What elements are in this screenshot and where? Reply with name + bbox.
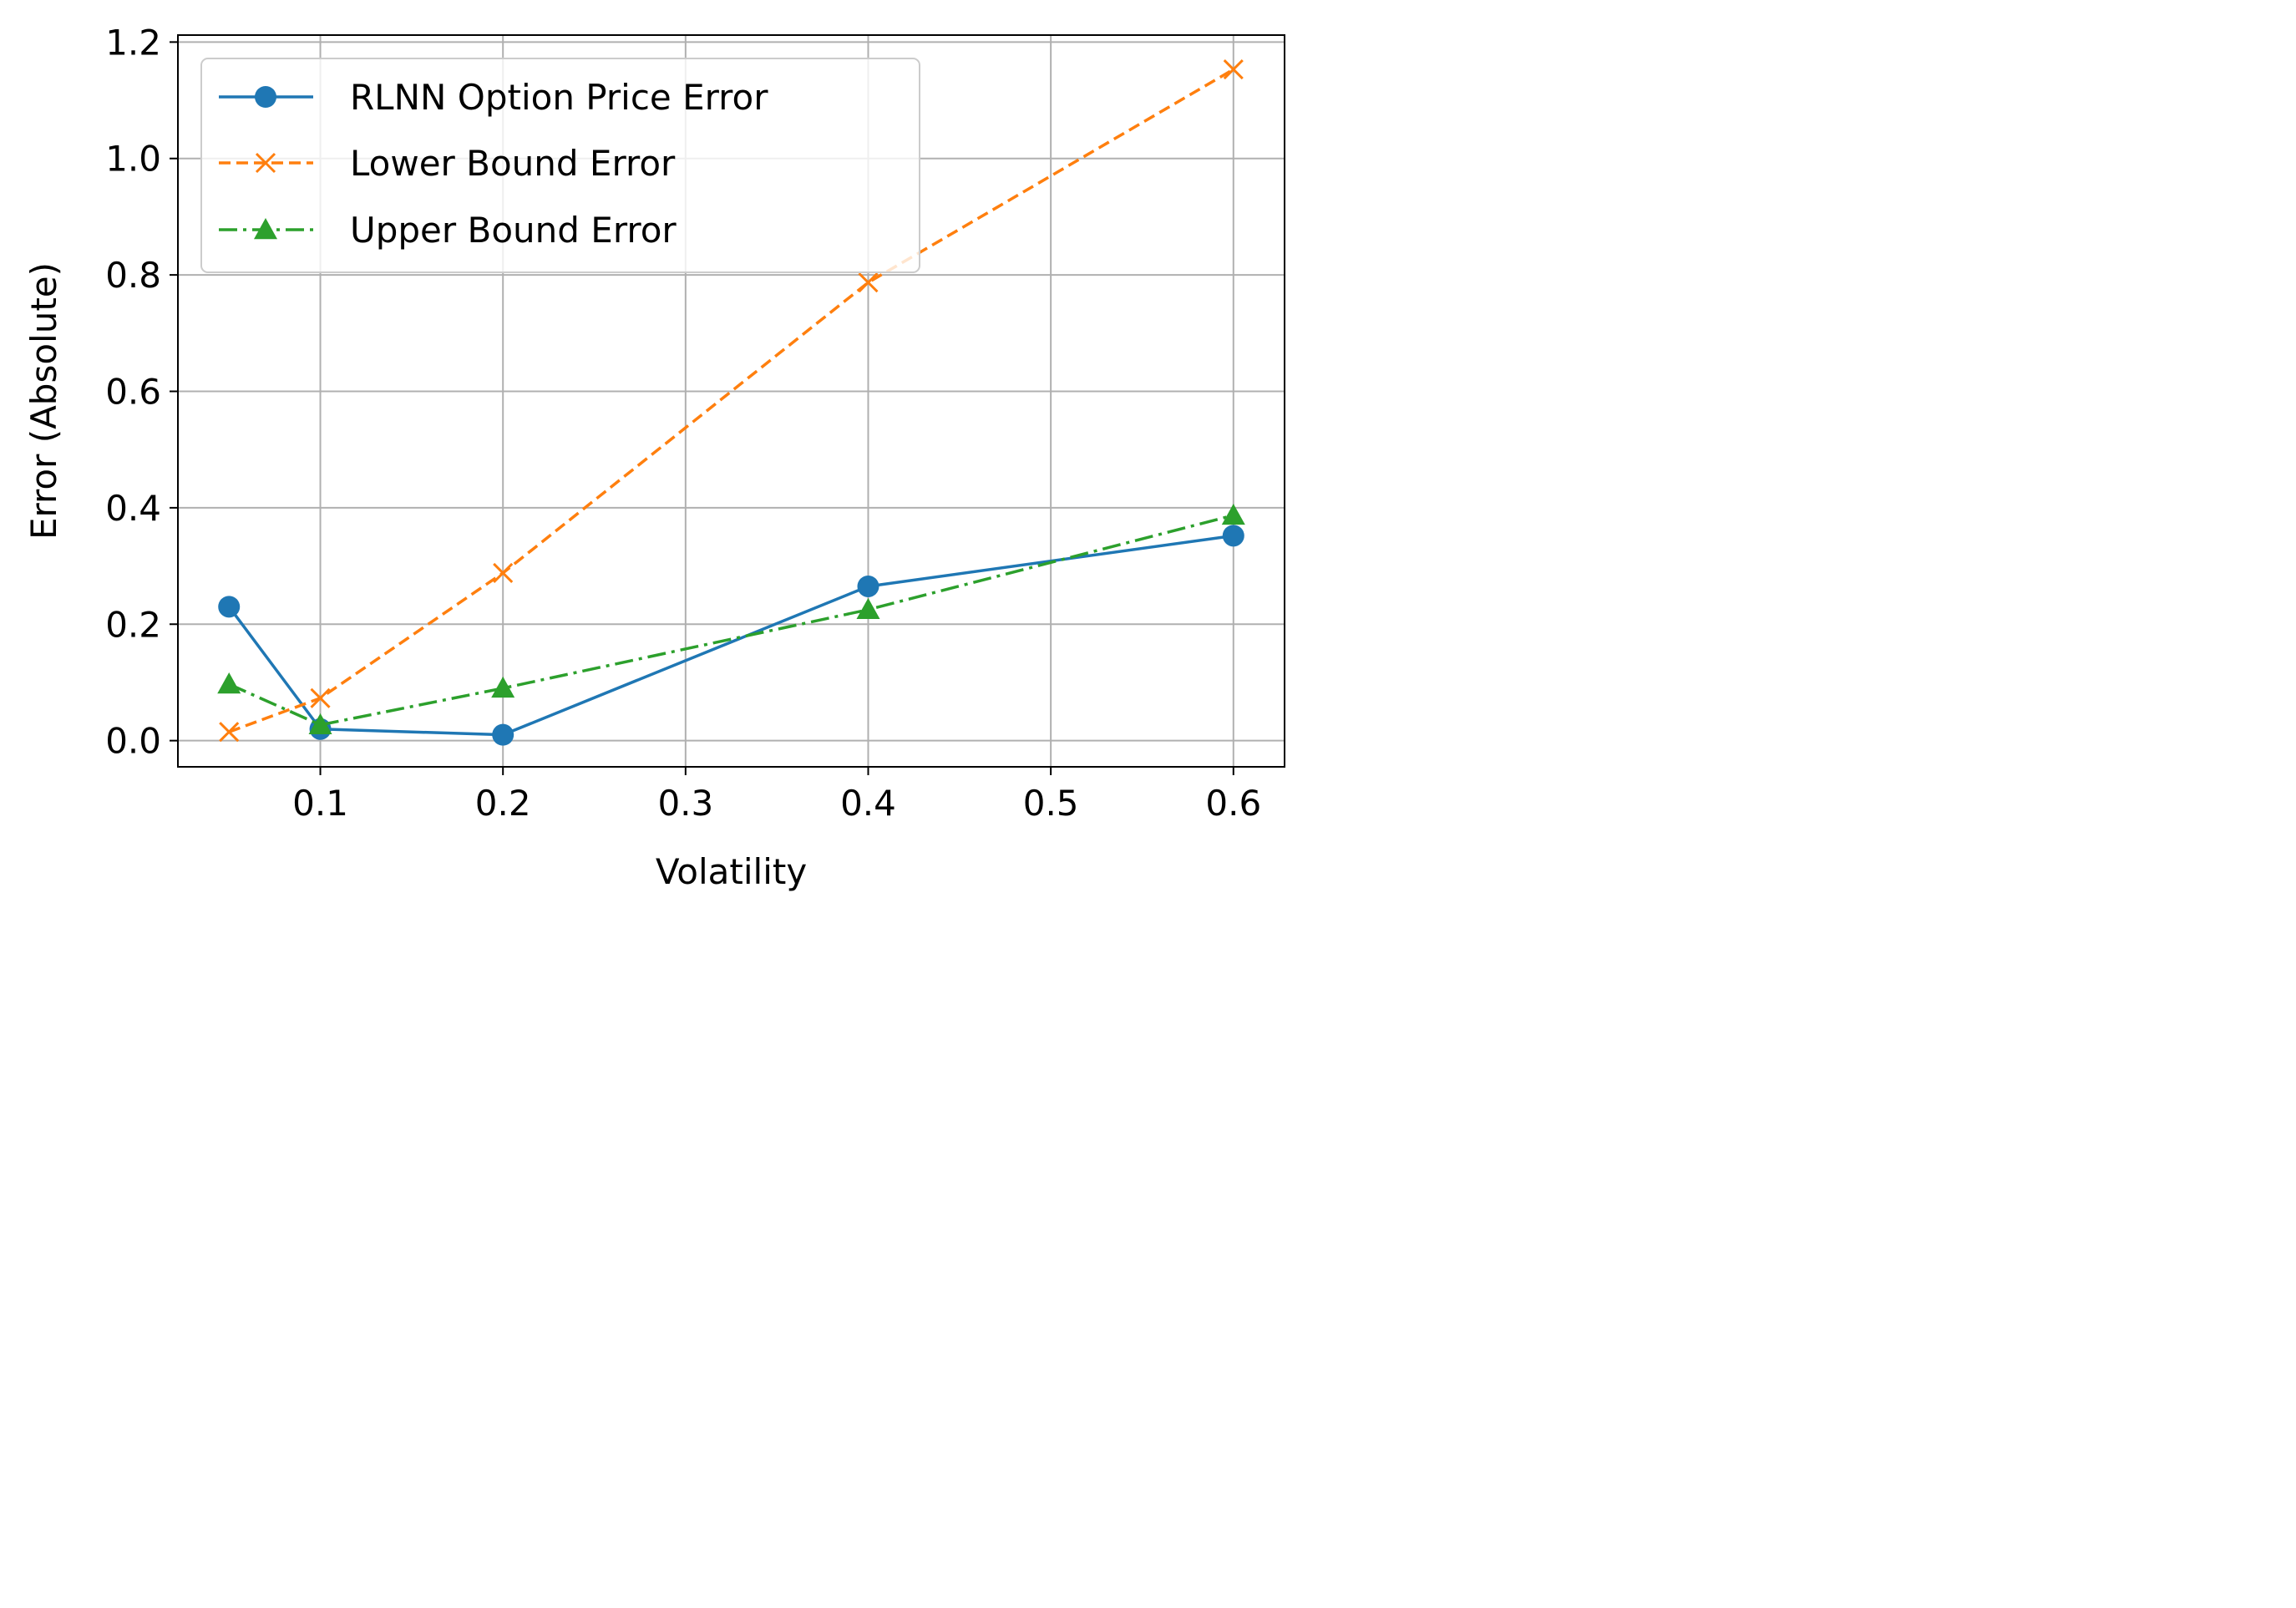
data-point <box>1223 59 1244 80</box>
legend-swatch-lower-bound <box>219 152 313 174</box>
plot-frame <box>177 34 1285 768</box>
data-point <box>310 687 331 708</box>
legend-box <box>200 58 920 273</box>
x-tick-label: 0.2 <box>475 783 531 824</box>
legend-item-upper-bound: Upper Bound Error <box>219 210 677 251</box>
data-point <box>1221 503 1245 525</box>
legend-label-upper-bound: Upper Bound Error <box>350 210 677 251</box>
legend-marker <box>255 152 276 174</box>
y-axis-title: Error (Absolute) <box>23 262 64 540</box>
legend-swatch-upper-bound <box>219 218 313 240</box>
data-point <box>219 722 240 743</box>
legend-item-rlnn: RLNN Option Price Error <box>219 77 768 118</box>
y-tick-label: 0.0 <box>105 721 161 762</box>
data-point <box>217 672 241 694</box>
x-marker-stroke <box>858 272 879 293</box>
y-tick-label: 0.6 <box>105 372 161 413</box>
data-point <box>857 575 879 597</box>
x-tick-label: 0.6 <box>1205 783 1261 824</box>
data-point <box>308 713 332 735</box>
legend-item-lower-bound: Lower Bound Error <box>219 143 676 184</box>
legend-swatch-rlnn <box>219 86 313 108</box>
data-point <box>493 562 514 583</box>
y-tick-label: 1.0 <box>105 139 161 180</box>
y-tick-label: 0.8 <box>105 255 161 296</box>
y-tick-label: 0.2 <box>105 604 161 645</box>
plot-series <box>217 59 1245 746</box>
x-marker-stroke <box>493 562 514 583</box>
series-1 <box>219 59 1244 743</box>
x-marker-stroke <box>310 687 331 708</box>
line-chart: 0.1 0.2 0.3 0.4 0.5 0.60.00.20.40.60.81.01.2 … <box>0 0 1310 920</box>
x-tick-label: 0.1 <box>292 783 348 824</box>
y-tick-label: 1.2 <box>105 22 161 63</box>
x-tick-label: 0.4 <box>840 783 896 824</box>
legend-marker <box>254 218 277 240</box>
x-tick-label: 0.5 <box>1023 783 1079 824</box>
series-line-2 <box>228 514 1234 727</box>
legend-marker <box>255 86 276 108</box>
legend-label-lower-bound: Lower Bound Error <box>350 143 676 184</box>
series-2 <box>217 503 1245 735</box>
axes: 0.1 0.2 0.3 0.4 0.5 0.6 0.0 0.2 0.4 0.6 0.8 1.0 1.2 <box>105 22 1261 824</box>
legend: RLNN Option Price Error Lower Bound Erro… <box>200 58 920 273</box>
x-tick-label: 0.3 <box>657 783 713 824</box>
y-tick-label: 0.4 <box>105 488 161 529</box>
x-axis-title: Volatility <box>656 851 807 892</box>
data-point <box>1222 525 1244 547</box>
data-point <box>491 676 515 698</box>
data-point <box>218 596 241 618</box>
x-marker-stroke <box>255 152 276 174</box>
x-marker-stroke <box>1223 59 1244 80</box>
x-marker-stroke <box>219 722 240 743</box>
series-0 <box>218 525 1244 746</box>
data-point <box>858 272 879 293</box>
data-point <box>856 597 880 620</box>
data-point <box>492 723 514 746</box>
legend-label-rlnn: RLNN Option Price Error <box>350 77 768 118</box>
